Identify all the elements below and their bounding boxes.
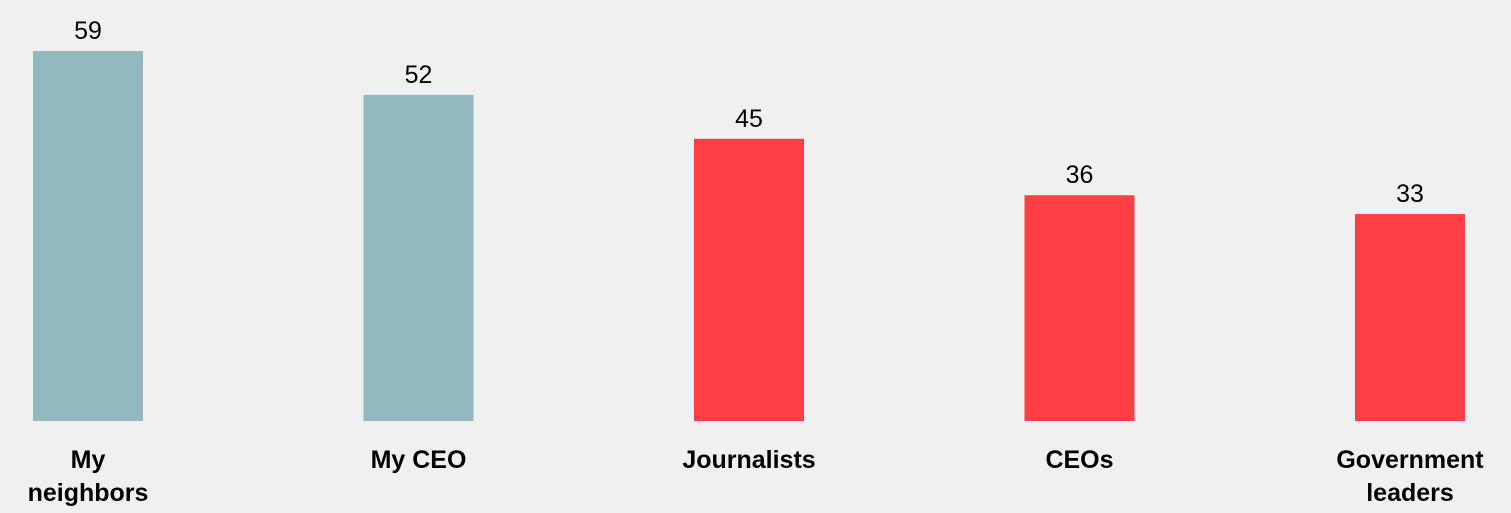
value-label-ceos: 36 xyxy=(1066,161,1094,189)
bar-my-ceo xyxy=(363,94,474,421)
category-label-journalists: Journalists xyxy=(682,446,815,474)
bar-government-leaders xyxy=(1355,214,1465,421)
value-label-government-leaders: 33 xyxy=(1396,180,1424,208)
bar-my-neighbors xyxy=(33,51,143,421)
bar-ceos xyxy=(1024,195,1135,421)
bars-group xyxy=(33,51,1465,421)
value-label-my-neighbors: 59 xyxy=(74,17,102,45)
category-label-government-leaders: Government leaders xyxy=(1336,446,1484,507)
bar-journalists xyxy=(694,138,804,421)
value-labels-group: 59 52 45 36 33 xyxy=(74,17,1424,208)
category-label-ceos: CEOs xyxy=(1045,446,1113,474)
category-label-my-ceo: My CEO xyxy=(371,446,467,474)
category-labels-group: My neighbors My CEO Journalists CEOs Governme… xyxy=(28,446,1485,507)
value-label-my-ceo: 52 xyxy=(405,61,433,89)
value-label-journalists: 45 xyxy=(735,105,763,133)
category-label-my-neighbors: My neighbors xyxy=(28,446,149,507)
